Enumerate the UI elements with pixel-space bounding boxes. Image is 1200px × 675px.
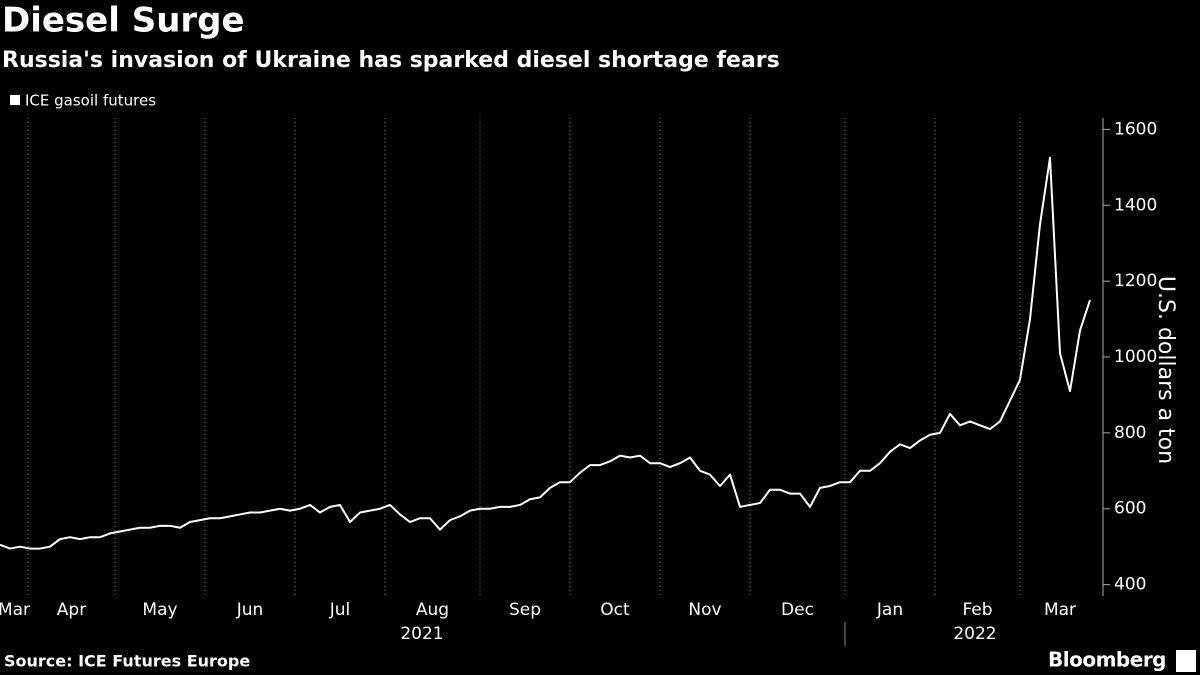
chart-title: Diesel Surge <box>2 1 245 41</box>
line-series <box>0 156 1091 550</box>
y-tick-label: 400 <box>1114 575 1146 595</box>
x-tick-label: May <box>142 600 177 620</box>
x-tick-label: Aug <box>416 600 449 620</box>
x-tick-label: Mar <box>0 600 30 620</box>
x-tick-label: Mar <box>1044 600 1076 620</box>
chart-subtitle: Russia's invasion of Ukraine has sparked… <box>2 48 780 73</box>
legend-swatch <box>10 95 20 105</box>
x-tick-label: Nov <box>688 600 721 620</box>
x-tick-label: Jun <box>236 600 264 620</box>
y-axis-label: U.S. dollars a ton <box>1153 276 1178 464</box>
y-tick-label: 800 <box>1114 423 1146 443</box>
x-tick-label: Dec <box>781 600 814 620</box>
x-tick-label: Oct <box>600 600 630 620</box>
x-tick-label: Feb <box>962 600 992 620</box>
y-tick-label: 1400 <box>1114 195 1157 215</box>
y-tick-label: 1000 <box>1114 347 1157 367</box>
brand-icon <box>1176 650 1196 672</box>
y-tick-label: 1200 <box>1114 271 1157 291</box>
x-tick-label: Apr <box>57 600 86 620</box>
year-label: 2021 <box>400 624 443 644</box>
year-label: 2022 <box>953 624 996 644</box>
brand: Bloomberg <box>1048 648 1166 672</box>
y-tick-label: 600 <box>1114 499 1146 519</box>
source: Source: ICE Futures Europe <box>4 652 250 671</box>
x-tick-label: Sep <box>509 600 541 620</box>
x-tick-label: Jul <box>329 600 351 620</box>
x-tick-label: Jan <box>876 600 903 620</box>
y-tick-label: 1600 <box>1114 119 1157 139</box>
legend-label: ICE gasoil futures <box>25 92 156 110</box>
